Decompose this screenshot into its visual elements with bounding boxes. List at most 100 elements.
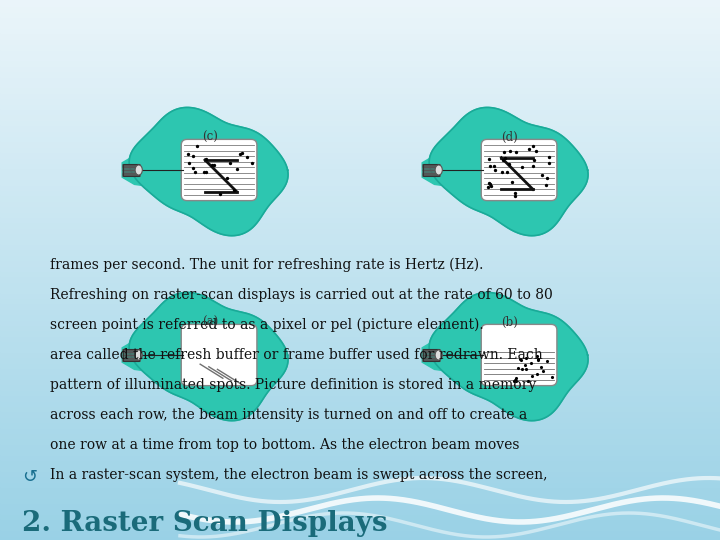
Bar bbox=[0, 400, 720, 406]
Bar bbox=[0, 254, 720, 260]
Bar bbox=[0, 324, 720, 330]
Text: Refreshing on raster-scan displays is carried out at the rate of 60 to 80: Refreshing on raster-scan displays is ca… bbox=[50, 288, 553, 302]
Bar bbox=[0, 157, 720, 163]
Ellipse shape bbox=[435, 165, 442, 175]
Polygon shape bbox=[422, 153, 456, 187]
Bar bbox=[0, 167, 720, 174]
Bar bbox=[0, 378, 720, 384]
Bar bbox=[0, 508, 720, 514]
Bar bbox=[0, 97, 720, 104]
Bar bbox=[0, 113, 720, 120]
Bar bbox=[0, 227, 720, 233]
Bar bbox=[0, 173, 720, 179]
Polygon shape bbox=[429, 293, 588, 421]
Bar bbox=[0, 49, 720, 55]
Bar bbox=[0, 486, 720, 492]
Bar bbox=[0, 65, 720, 71]
Polygon shape bbox=[122, 153, 156, 187]
Bar bbox=[0, 16, 720, 23]
Bar bbox=[0, 140, 720, 147]
Bar bbox=[423, 348, 438, 361]
FancyBboxPatch shape bbox=[181, 325, 257, 386]
Text: frames per second. The unit for refreshing rate is Hertz (Hz).: frames per second. The unit for refreshi… bbox=[50, 258, 483, 272]
Bar bbox=[0, 454, 720, 460]
Bar bbox=[0, 529, 720, 536]
Bar bbox=[0, 302, 720, 309]
Polygon shape bbox=[129, 293, 288, 421]
Text: area called the refresh buffer or frame buffer used for redrawn. Each: area called the refresh buffer or frame … bbox=[50, 348, 543, 362]
Bar bbox=[0, 437, 720, 444]
Bar bbox=[0, 373, 720, 379]
Text: (a): (a) bbox=[202, 316, 218, 329]
Bar bbox=[0, 265, 720, 271]
FancyBboxPatch shape bbox=[181, 139, 257, 201]
Bar bbox=[0, 502, 720, 509]
Bar bbox=[0, 221, 720, 228]
Text: (c): (c) bbox=[202, 131, 218, 144]
Text: across each row, the beam intensity is turned on and off to create a: across each row, the beam intensity is t… bbox=[50, 408, 527, 422]
Bar bbox=[0, 286, 720, 293]
Bar bbox=[123, 164, 139, 177]
Bar bbox=[0, 32, 720, 39]
Bar bbox=[0, 448, 720, 455]
Bar bbox=[0, 81, 720, 87]
Bar bbox=[0, 464, 720, 471]
Bar bbox=[0, 432, 720, 438]
Bar bbox=[0, 70, 720, 77]
Bar bbox=[0, 389, 720, 395]
Bar bbox=[0, 11, 720, 17]
Text: ↺: ↺ bbox=[22, 468, 37, 486]
Bar bbox=[0, 135, 720, 141]
Bar bbox=[0, 270, 720, 276]
Bar bbox=[0, 27, 720, 33]
FancyBboxPatch shape bbox=[481, 325, 557, 386]
Bar bbox=[0, 292, 720, 298]
Text: screen point is referred to as a pixel or pel (picture element).: screen point is referred to as a pixel o… bbox=[50, 318, 484, 333]
Bar bbox=[0, 54, 720, 60]
Bar bbox=[0, 200, 720, 206]
Bar bbox=[0, 416, 720, 422]
Bar bbox=[0, 535, 720, 540]
Text: (d): (d) bbox=[502, 131, 518, 144]
Ellipse shape bbox=[435, 350, 442, 360]
Bar bbox=[0, 405, 720, 411]
Polygon shape bbox=[422, 338, 456, 372]
Bar bbox=[0, 367, 720, 374]
Bar bbox=[0, 92, 720, 98]
Bar bbox=[0, 524, 720, 530]
Bar bbox=[0, 119, 720, 125]
Bar bbox=[0, 108, 720, 114]
Bar bbox=[0, 475, 720, 482]
Bar bbox=[123, 348, 139, 361]
Bar bbox=[0, 281, 720, 287]
Bar bbox=[0, 308, 720, 314]
Bar bbox=[0, 86, 720, 93]
Bar bbox=[0, 410, 720, 417]
Bar bbox=[0, 297, 720, 303]
Bar bbox=[0, 275, 720, 282]
Bar bbox=[0, 497, 720, 503]
Bar bbox=[0, 0, 720, 6]
Bar bbox=[0, 356, 720, 363]
Ellipse shape bbox=[135, 350, 143, 360]
Text: (b): (b) bbox=[502, 316, 518, 329]
Bar bbox=[0, 313, 720, 320]
Bar bbox=[0, 184, 720, 190]
Ellipse shape bbox=[135, 165, 143, 175]
Bar bbox=[0, 394, 720, 401]
Bar bbox=[0, 346, 720, 352]
Bar bbox=[0, 22, 720, 28]
Text: 2. Raster Scan Displays: 2. Raster Scan Displays bbox=[22, 510, 387, 537]
Bar bbox=[0, 243, 720, 249]
FancyBboxPatch shape bbox=[481, 139, 557, 201]
Bar bbox=[0, 146, 720, 152]
Bar bbox=[0, 459, 720, 465]
Text: pattern of illuminated spots. Picture definition is stored in a memory: pattern of illuminated spots. Picture de… bbox=[50, 378, 536, 392]
Bar bbox=[0, 205, 720, 212]
Bar bbox=[0, 513, 720, 519]
Bar bbox=[423, 164, 438, 177]
Bar bbox=[0, 211, 720, 217]
Bar bbox=[0, 59, 720, 66]
Bar bbox=[0, 351, 720, 357]
Bar bbox=[0, 189, 720, 195]
